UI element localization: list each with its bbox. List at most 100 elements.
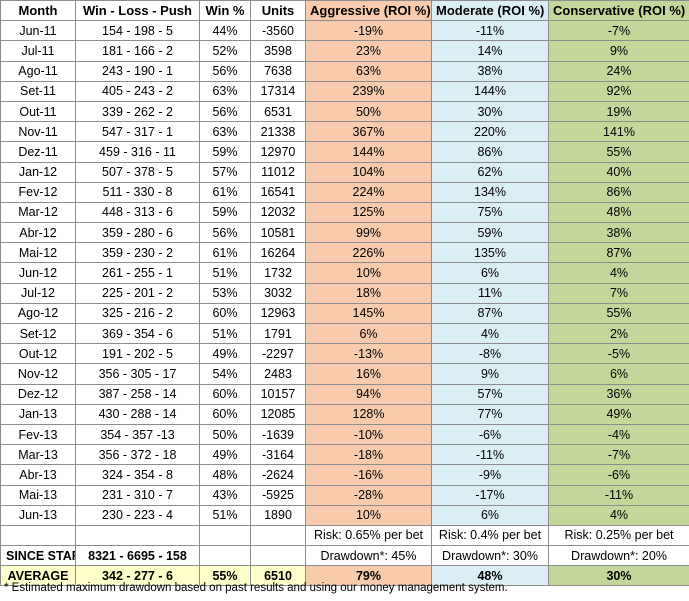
average-moderate: 48%	[431, 565, 549, 587]
cell-units: 17314	[250, 80, 306, 102]
cell-win-loss-push: 231 - 310 - 7	[75, 484, 200, 506]
cell-conservative-roi: 19%	[548, 100, 689, 123]
cell-win-loss-push: 359 - 230 - 2	[75, 242, 200, 264]
cell-conservative-roi: 55%	[548, 302, 689, 325]
risk-blank-1	[0, 524, 76, 547]
cell-units: -1639	[250, 423, 306, 446]
table-row: Mai-13 231 - 310 - 7 43% -5925 -28% -17% -11%	[0, 484, 689, 506]
cell-win-pct: 53%	[199, 282, 251, 304]
cell-win-loss-push: 356 - 372 - 18	[75, 444, 200, 466]
cell-win-loss-push: 339 - 262 - 2	[75, 100, 200, 123]
cell-win-pct: 44%	[199, 20, 251, 42]
cell-units: 11012	[250, 161, 306, 183]
cell-month: Nov-11	[0, 121, 76, 143]
cell-win-pct: 51%	[199, 322, 251, 345]
cell-win-pct: 50%	[199, 423, 251, 446]
cell-month: Mai-13	[0, 484, 76, 506]
cell-aggressive-roi: -18%	[305, 444, 432, 466]
cell-conservative-roi: 36%	[548, 383, 689, 405]
cell-units: -3560	[250, 20, 306, 42]
cell-month: Jul-12	[0, 282, 76, 304]
cell-moderate-roi: 14%	[431, 40, 549, 62]
header-moderate: Moderate (ROI %)	[431, 0, 549, 22]
table-row: Mar-13 356 - 372 - 18 49% -3164 -18% -11% -7%	[0, 444, 689, 466]
cell-win-pct: 57%	[199, 161, 251, 183]
cell-conservative-roi: -4%	[548, 423, 689, 446]
cell-moderate-roi: 135%	[431, 242, 549, 264]
table-row: Jan-13 430 - 288 - 14 60% 12085 128% 77% 49%	[0, 403, 689, 425]
cell-month: Fev-12	[0, 181, 76, 203]
cell-conservative-roi: 141%	[548, 121, 689, 143]
cell-moderate-roi: 77%	[431, 403, 549, 425]
header-conservative: Conservative (ROI %)	[548, 0, 689, 22]
cell-aggressive-roi: 128%	[305, 403, 432, 425]
cell-moderate-roi: 6%	[431, 262, 549, 284]
cell-conservative-roi: 48%	[548, 201, 689, 224]
cell-units: 10157	[250, 383, 306, 405]
cell-moderate-roi: 87%	[431, 302, 549, 325]
cell-month: Jan-12	[0, 161, 76, 183]
cell-conservative-roi: 87%	[548, 242, 689, 264]
cell-moderate-roi: 62%	[431, 161, 549, 183]
cell-units: -3164	[250, 444, 306, 466]
cell-aggressive-roi: -16%	[305, 464, 432, 486]
table-row: Nov-12 356 - 305 - 17 54% 2483 16% 9% 6%	[0, 363, 689, 385]
cell-month: Ago-12	[0, 302, 76, 325]
table-row: Abr-13 324 - 354 - 8 48% -2624 -16% -9% -6%	[0, 464, 689, 486]
cell-win-loss-push: 324 - 354 - 8	[75, 464, 200, 486]
cell-moderate-roi: 38%	[431, 60, 549, 82]
table-row: Ago-11 243 - 190 - 1 56% 7638 63% 38% 24%	[0, 60, 689, 82]
table-row: Jul-12 225 - 201 - 2 53% 3032 18% 11% 7%	[0, 282, 689, 304]
cell-month: Jun-11	[0, 20, 76, 42]
cell-units: 1732	[250, 262, 306, 284]
cell-month: Set-11	[0, 80, 76, 102]
cell-units: 21338	[250, 121, 306, 143]
cell-units: -2297	[250, 343, 306, 365]
cell-win-loss-push: 354 - 357 -13	[75, 423, 200, 446]
cell-month: Mar-12	[0, 201, 76, 224]
cell-conservative-roi: 40%	[548, 161, 689, 183]
cell-aggressive-roi: 18%	[305, 282, 432, 304]
risk-blank-2	[75, 524, 200, 547]
cell-month: Set-12	[0, 322, 76, 345]
table-row: Abr-12 359 - 280 - 6 56% 10581 99% 59% 38%	[0, 222, 689, 244]
cell-conservative-roi: 24%	[548, 60, 689, 82]
cell-units: 16541	[250, 181, 306, 203]
cell-aggressive-roi: 63%	[305, 60, 432, 82]
risk-row: Risk: 0.65% per bet Risk: 0.4% per bet R…	[0, 524, 689, 547]
since-start-wlp: 8321 - 6695 - 158	[75, 545, 200, 567]
risk-aggressive: Risk: 0.65% per bet	[305, 524, 432, 547]
cell-win-pct: 63%	[199, 80, 251, 102]
cell-conservative-roi: 86%	[548, 181, 689, 203]
cell-moderate-roi: 11%	[431, 282, 549, 304]
cell-month: Out-12	[0, 343, 76, 365]
average-conservative: 30%	[548, 565, 689, 587]
cell-win-pct: 60%	[199, 383, 251, 405]
cell-win-loss-push: 261 - 255 - 1	[75, 262, 200, 284]
cell-aggressive-roi: 125%	[305, 201, 432, 224]
cell-conservative-roi: 6%	[548, 363, 689, 385]
cell-moderate-roi: 144%	[431, 80, 549, 102]
cell-moderate-roi: 75%	[431, 201, 549, 224]
cell-aggressive-roi: 104%	[305, 161, 432, 183]
cell-month: Abr-12	[0, 222, 76, 244]
header-units: Units	[250, 0, 306, 22]
cell-month: Fev-13	[0, 423, 76, 446]
cell-aggressive-roi: -19%	[305, 20, 432, 42]
drawdown-moderate: Drawdown*: 30%	[431, 545, 549, 567]
table-row: Jun-13 230 - 223 - 4 51% 1890 10% 6% 4%	[0, 504, 689, 526]
cell-aggressive-roi: -10%	[305, 423, 432, 446]
table-row: Mar-12 448 - 313 - 6 59% 12032 125% 75% 48%	[0, 201, 689, 224]
cell-moderate-roi: -8%	[431, 343, 549, 365]
cell-conservative-roi: -7%	[548, 444, 689, 466]
cell-aggressive-roi: 6%	[305, 322, 432, 345]
cell-win-pct: 56%	[199, 60, 251, 82]
cell-aggressive-roi: 145%	[305, 302, 432, 325]
average-win-pct: 55%	[199, 565, 251, 587]
cell-win-pct: 56%	[199, 100, 251, 123]
cell-win-pct: 52%	[199, 40, 251, 62]
cell-aggressive-roi: 239%	[305, 80, 432, 102]
average-units: 6510	[250, 565, 306, 587]
cell-win-loss-push: 230 - 223 - 4	[75, 504, 200, 526]
cell-win-loss-push: 547 - 317 - 1	[75, 121, 200, 143]
